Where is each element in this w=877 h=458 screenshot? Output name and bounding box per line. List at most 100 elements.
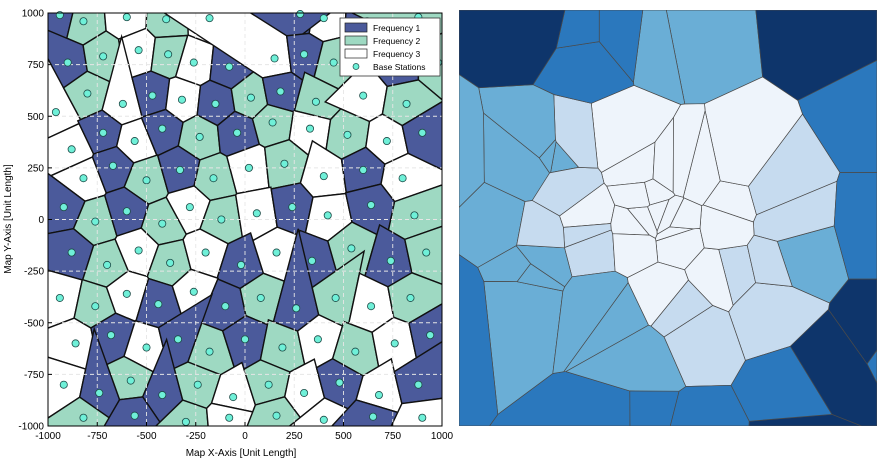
base-station-point bbox=[162, 15, 171, 24]
base-station-point bbox=[189, 58, 198, 67]
base-station-point bbox=[109, 161, 118, 170]
intensity-cell bbox=[459, 254, 499, 426]
base-station-point bbox=[343, 130, 352, 139]
base-station-point bbox=[300, 50, 309, 59]
base-station-point bbox=[276, 87, 285, 96]
frequency-voronoi-chart: -1000 -750 -500 -250 0 250 500 750 1000 -1000 -75… bbox=[3, 9, 454, 458]
base-station-point bbox=[233, 128, 242, 137]
base-station-point bbox=[422, 248, 431, 257]
base-station-point bbox=[319, 14, 328, 23]
legend: Frequency 1 Frequency 2 Frequency 3 Base St… bbox=[339, 17, 441, 77]
base-station-point bbox=[122, 13, 131, 22]
legend-entry-label: Frequency 1 bbox=[373, 23, 421, 33]
base-station-point bbox=[347, 244, 356, 253]
base-station-point bbox=[369, 412, 378, 421]
base-station-point bbox=[79, 413, 88, 422]
base-station-point bbox=[95, 388, 104, 397]
base-station-point bbox=[418, 413, 427, 422]
base-station-point bbox=[205, 14, 214, 23]
base-station-point bbox=[225, 413, 234, 422]
legend-swatch bbox=[344, 22, 368, 33]
x-tick-label: -750 bbox=[87, 431, 107, 442]
base-station-point bbox=[193, 380, 202, 389]
x-tick-label: -1000 bbox=[35, 431, 61, 442]
y-tick-label: -250 bbox=[24, 267, 44, 278]
base-station-point bbox=[122, 289, 131, 298]
base-station-point bbox=[174, 335, 183, 344]
base-station-point bbox=[335, 378, 344, 387]
base-station-point bbox=[402, 99, 411, 108]
base-station-point bbox=[246, 93, 255, 102]
x-tick-label: 1000 bbox=[431, 431, 454, 442]
base-station-point bbox=[99, 128, 108, 137]
y-tick-label: -500 bbox=[24, 318, 44, 329]
base-station-point bbox=[278, 343, 287, 352]
base-station-point bbox=[252, 209, 261, 218]
legend-swatch bbox=[344, 48, 368, 59]
base-station-point bbox=[359, 165, 368, 174]
base-station-point bbox=[185, 203, 194, 212]
base-station-point bbox=[59, 380, 68, 389]
intensity-cell bbox=[612, 233, 659, 278]
x-tick-label: 750 bbox=[384, 431, 401, 442]
base-station-point bbox=[79, 174, 88, 183]
base-station-point bbox=[426, 331, 435, 340]
frequency-cell bbox=[246, 395, 308, 426]
base-station-point bbox=[374, 391, 383, 400]
base-station-point bbox=[351, 347, 360, 356]
base-station-point bbox=[130, 411, 139, 420]
base-station-point bbox=[414, 380, 423, 389]
intensity-cell bbox=[789, 308, 877, 426]
intensity-cell bbox=[833, 172, 877, 280]
base-station-point bbox=[306, 124, 315, 133]
base-station-point bbox=[225, 62, 234, 71]
base-station-point bbox=[122, 207, 131, 216]
base-station-point bbox=[270, 54, 279, 63]
base-station-point bbox=[83, 89, 92, 98]
base-station-point bbox=[107, 331, 116, 340]
base-station-point bbox=[189, 287, 198, 296]
legend-marker bbox=[352, 63, 360, 70]
base-station-point bbox=[51, 108, 60, 117]
frequency-cell bbox=[390, 397, 442, 426]
base-station-point bbox=[211, 99, 220, 108]
legend-swatch bbox=[344, 35, 368, 46]
base-station-point bbox=[221, 302, 230, 311]
x-tick-label: 500 bbox=[335, 431, 352, 442]
base-station-point bbox=[217, 215, 226, 224]
base-station-point bbox=[329, 58, 338, 67]
base-station-point bbox=[313, 335, 322, 344]
base-station-point bbox=[331, 293, 340, 302]
base-station-point bbox=[201, 248, 210, 257]
base-station-point bbox=[177, 95, 186, 104]
base-station-point bbox=[367, 302, 376, 311]
base-station-point bbox=[181, 417, 190, 426]
base-station-point bbox=[244, 163, 253, 172]
intensity-cell bbox=[746, 234, 793, 287]
base-station-point bbox=[229, 393, 238, 402]
intensity-cell bbox=[459, 10, 566, 89]
y-tick-label: 1000 bbox=[22, 9, 45, 20]
base-station-point bbox=[319, 415, 328, 424]
base-station-point bbox=[195, 132, 204, 141]
base-station-point bbox=[55, 293, 64, 302]
base-station-point bbox=[59, 203, 68, 212]
base-station-point bbox=[300, 388, 309, 397]
base-station-point bbox=[103, 260, 112, 269]
y-tick-label: 500 bbox=[27, 112, 44, 123]
base-station-point bbox=[311, 97, 320, 106]
base-station-point bbox=[268, 118, 277, 127]
intensity-cell bbox=[656, 194, 685, 235]
base-station-point bbox=[158, 219, 167, 228]
base-station-point bbox=[164, 50, 173, 59]
base-station-point bbox=[134, 246, 143, 255]
base-station-point bbox=[148, 91, 157, 100]
base-station-point bbox=[288, 203, 297, 212]
base-station-point bbox=[382, 137, 391, 146]
legend-entry-label: Frequency 3 bbox=[373, 49, 421, 59]
base-station-point bbox=[79, 17, 88, 26]
base-station-point bbox=[386, 256, 395, 265]
y-tick-label: -1000 bbox=[18, 422, 44, 433]
base-station-point bbox=[240, 335, 249, 344]
y-tick-label: 0 bbox=[38, 215, 44, 226]
